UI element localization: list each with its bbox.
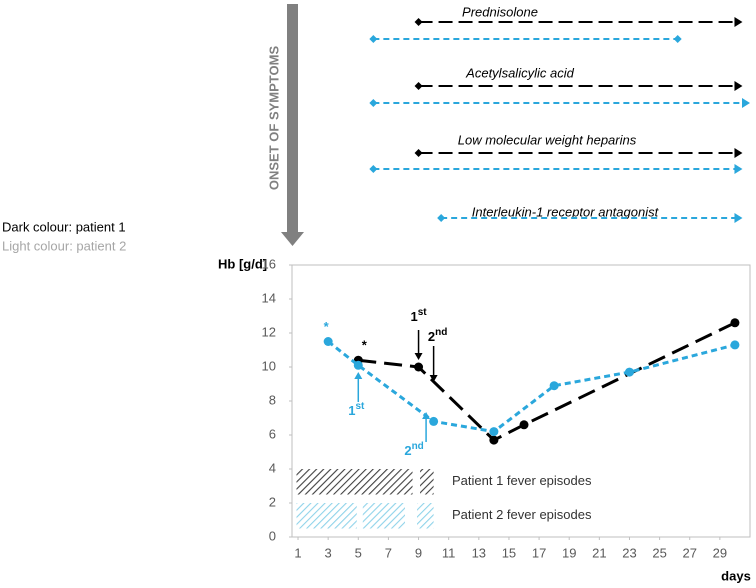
series-point [549, 381, 559, 391]
fever-episode [296, 503, 357, 529]
annotation-arrow-head [429, 375, 438, 382]
annotation-suffix: st [355, 401, 365, 412]
y-tick-label: 16 [262, 256, 276, 271]
series-point [353, 360, 363, 370]
y-tick-label: 4 [269, 460, 276, 475]
treatment-start [414, 18, 423, 26]
fever-label: Patient 2 fever episodes [452, 507, 592, 522]
treatment-start [369, 35, 378, 43]
annotation-suffix: nd [435, 327, 447, 338]
x-tick-label: 29 [713, 545, 727, 560]
y-axis-label: Hb [g/d] [218, 256, 267, 271]
x-tick-label: 19 [562, 545, 576, 560]
legend-note: Light colour: patient 2 [2, 238, 126, 253]
treatment-label: Low molecular weight heparins [458, 132, 637, 147]
annotation: 1st [410, 307, 427, 325]
x-tick-label: 23 [622, 545, 636, 560]
treatment-arrow [734, 81, 743, 91]
annotation: 1st [348, 401, 365, 419]
treatment-start [437, 214, 446, 222]
fever-episode [420, 469, 434, 495]
series-point [624, 367, 634, 377]
y-tick-label: 12 [262, 324, 276, 339]
annotation-suffix: nd [412, 441, 424, 452]
x-tick-label: 7 [385, 545, 392, 560]
annotation: 2nd [404, 441, 423, 459]
treatment-arrow [734, 17, 743, 27]
annotation-arrow-head [422, 412, 431, 419]
treatment-arrow [742, 98, 750, 108]
series-line [327, 340, 736, 434]
treatment-start [414, 82, 423, 90]
series-point [489, 427, 499, 437]
series-point [730, 340, 740, 350]
x-tick-label: 15 [502, 545, 516, 560]
y-tick-label: 6 [269, 426, 276, 441]
treatment-start [369, 165, 378, 173]
annotation-suffix: st [418, 307, 428, 318]
onset-arrow-shaft [287, 4, 298, 232]
legend-note: Dark colour: patient 1 [2, 219, 126, 234]
series-point [489, 435, 499, 445]
annotation-number: 1 [348, 403, 355, 418]
y-tick-label: 2 [269, 494, 276, 509]
y-tick-label: 0 [269, 528, 276, 543]
series-point [323, 337, 333, 346]
x-tick-label: 13 [472, 545, 486, 560]
y-tick-label: 10 [262, 358, 276, 373]
onset-label: ONSET OF SYMPTOMS [266, 46, 281, 191]
series-line [358, 321, 736, 442]
x-tick-label: 3 [325, 545, 332, 560]
onset-arrow-head [281, 232, 304, 246]
asterisk: * [324, 319, 330, 334]
treatment-start [414, 149, 423, 157]
annotation: 2nd [428, 327, 447, 345]
y-tick-label: 8 [269, 392, 276, 407]
treatment-arrow [734, 148, 743, 158]
asterisk: * [362, 338, 368, 353]
treatment-start [369, 99, 378, 107]
treatment-arrow [734, 164, 743, 174]
treatment-end [673, 35, 682, 43]
x-tick-label: 17 [532, 545, 546, 560]
x-tick-label: 21 [592, 545, 606, 560]
fever-episode [417, 503, 434, 529]
annotation-arrow-head [414, 353, 423, 360]
x-tick-label: 1 [294, 545, 301, 560]
annotation-number: 2 [404, 443, 411, 458]
series-point [429, 416, 439, 426]
y-tick-label: 14 [262, 290, 276, 305]
x-axis-label: days [721, 568, 751, 583]
x-tick-label: 27 [683, 545, 697, 560]
series-point [519, 420, 529, 430]
annotation-arrow-head [354, 372, 363, 379]
fever-label: Patient 1 fever episodes [452, 473, 592, 488]
x-tick-label: 9 [415, 545, 422, 560]
treatment-label: Interleukin-1 receptor antagonist [472, 204, 660, 219]
treatment-label: Prednisolone [462, 4, 538, 19]
treatment-label: Acetylsalicylic acid [465, 65, 574, 80]
x-tick-label: 5 [355, 545, 362, 560]
treatment-arrow [734, 213, 743, 223]
annotation-number: 2 [428, 329, 435, 344]
annotation-number: 1 [410, 309, 417, 324]
fever-episode [362, 503, 405, 529]
series-point [730, 318, 740, 328]
x-tick-label: 25 [652, 545, 666, 560]
series-point [414, 362, 424, 372]
x-tick-label: 11 [442, 545, 456, 560]
fever-episode [296, 469, 413, 495]
